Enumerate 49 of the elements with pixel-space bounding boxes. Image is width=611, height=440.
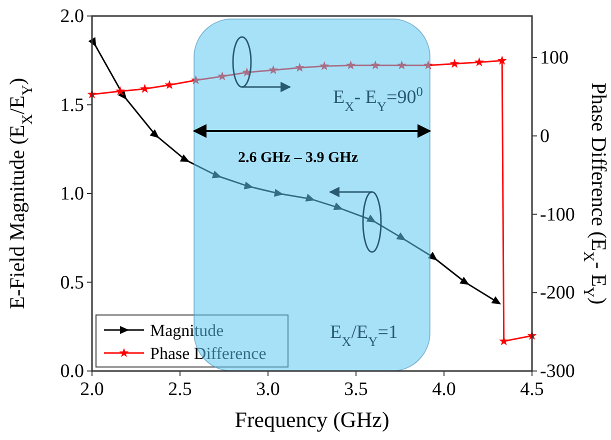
point [497,56,507,65]
point [460,276,470,285]
y2-tick-label: -200 [540,282,575,304]
point [428,252,438,260]
point [499,336,509,346]
y-tick-label: 1.5 [60,94,84,116]
x-axis-title: Frequency (GHz) [234,407,390,432]
y-tick-label: 2.0 [60,6,84,27]
point [333,202,344,210]
point [115,86,125,96]
y-tick-label: 0.0 [60,361,84,382]
x-tick-label: 4.5 [520,379,544,400]
x-tick-label: 3.0 [256,379,280,400]
point [397,60,407,70]
point [320,61,330,70]
y2-tick-label: -100 [540,204,575,226]
y2-tick-label: 100 [540,48,568,69]
x-tick-label: 3.5 [344,379,368,400]
annotation: E$_{X}$/E$_{Y}$=1 [330,322,398,348]
annotation: E$_{X}$- E$_{Y}$=90$^{0}$ [333,84,424,114]
point [346,60,356,70]
point [164,80,174,90]
point [450,58,460,68]
point [191,75,201,84]
point [396,232,406,240]
y-tick-label: 0.5 [60,272,84,294]
x-tick-label: 4.0 [432,379,456,400]
point [150,129,160,138]
point [217,71,227,80]
y2-tick-label: 0 [540,126,550,147]
legend-label: Phase Difference [150,344,266,363]
point [366,214,376,223]
y2-tick-label: -300 [540,361,575,382]
point [140,84,150,93]
point [212,170,222,178]
point [180,154,190,162]
annotation: 2.6 GHz – 3.9 GHz [238,150,358,166]
point [274,188,284,197]
legend-label: Magnitude [150,321,224,340]
point [268,65,278,74]
point [474,57,484,66]
point [294,62,304,72]
x-tick-label: 2.0 [80,379,104,400]
point [305,194,316,202]
x-tick-label: 2.5 [168,379,192,400]
point [423,60,433,70]
point [370,60,380,70]
y-tick-label: 1.0 [60,184,84,204]
point [491,296,502,304]
